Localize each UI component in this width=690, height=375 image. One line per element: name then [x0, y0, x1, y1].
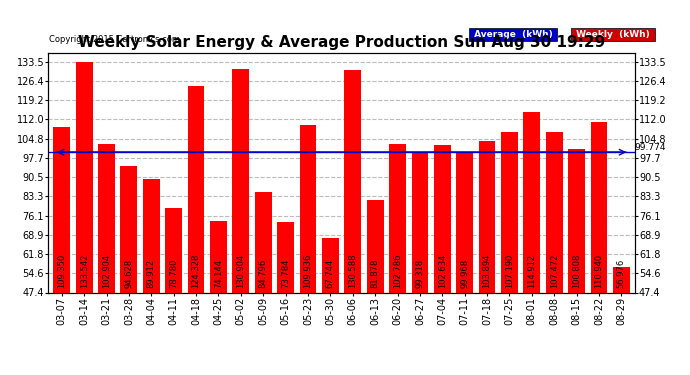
Text: 56.976: 56.976	[617, 259, 626, 288]
Bar	[456, 152, 473, 292]
Text: 99.968: 99.968	[460, 260, 469, 288]
Text: 109.936: 109.936	[304, 254, 313, 288]
Bar	[277, 222, 294, 292]
Text: 130.904: 130.904	[236, 254, 246, 288]
Bar	[166, 209, 182, 292]
Text: 67.744: 67.744	[326, 259, 335, 288]
Bar	[344, 70, 361, 292]
Bar	[299, 125, 317, 292]
Text: 74.144: 74.144	[214, 260, 223, 288]
Text: 100.808: 100.808	[572, 254, 581, 288]
Bar	[591, 122, 607, 292]
Text: 110.940: 110.940	[595, 254, 604, 288]
Text: 84.796: 84.796	[259, 259, 268, 288]
Bar	[389, 144, 406, 292]
Text: 99.774: 99.774	[635, 143, 667, 152]
Text: 130.588: 130.588	[348, 254, 357, 288]
Bar	[411, 153, 428, 292]
Text: 102.634: 102.634	[437, 254, 447, 288]
Text: 102.786: 102.786	[393, 254, 402, 288]
Bar	[233, 69, 249, 292]
Text: 94.628: 94.628	[124, 260, 133, 288]
Bar	[322, 238, 339, 292]
Text: 73.784: 73.784	[281, 259, 290, 288]
Bar	[568, 150, 585, 292]
Bar	[501, 132, 518, 292]
Bar	[98, 144, 115, 292]
Bar	[121, 166, 137, 292]
Bar	[143, 178, 159, 292]
Bar	[434, 144, 451, 292]
Bar	[188, 87, 204, 292]
Text: Copyright 2015 Cartronics.com: Copyright 2015 Cartronics.com	[49, 35, 180, 44]
Text: 133.542: 133.542	[79, 254, 88, 288]
Text: 78.780: 78.780	[169, 259, 178, 288]
Bar	[76, 62, 92, 292]
Bar	[479, 141, 495, 292]
Text: 102.904: 102.904	[102, 254, 111, 288]
Bar	[524, 112, 540, 292]
Bar	[613, 267, 630, 292]
Text: 103.894: 103.894	[482, 254, 491, 288]
Text: Average  (kWh): Average (kWh)	[471, 30, 555, 39]
Bar	[53, 127, 70, 292]
Text: 89.912: 89.912	[147, 260, 156, 288]
Text: 107.190: 107.190	[505, 254, 514, 288]
Text: 109.350: 109.350	[57, 254, 66, 288]
Text: 99.318: 99.318	[415, 260, 424, 288]
Text: 114.912: 114.912	[527, 254, 536, 288]
Text: Weekly  (kWh): Weekly (kWh)	[573, 30, 653, 39]
Bar	[255, 192, 272, 292]
Bar	[546, 132, 562, 292]
Bar	[366, 200, 384, 292]
Text: 107.472: 107.472	[550, 254, 559, 288]
Text: 81.878: 81.878	[371, 259, 380, 288]
Bar	[210, 221, 227, 292]
Title: Weekly Solar Energy & Average Production Sun Aug 30 19:29: Weekly Solar Energy & Average Production…	[78, 35, 605, 50]
Text: 124.328: 124.328	[192, 254, 201, 288]
